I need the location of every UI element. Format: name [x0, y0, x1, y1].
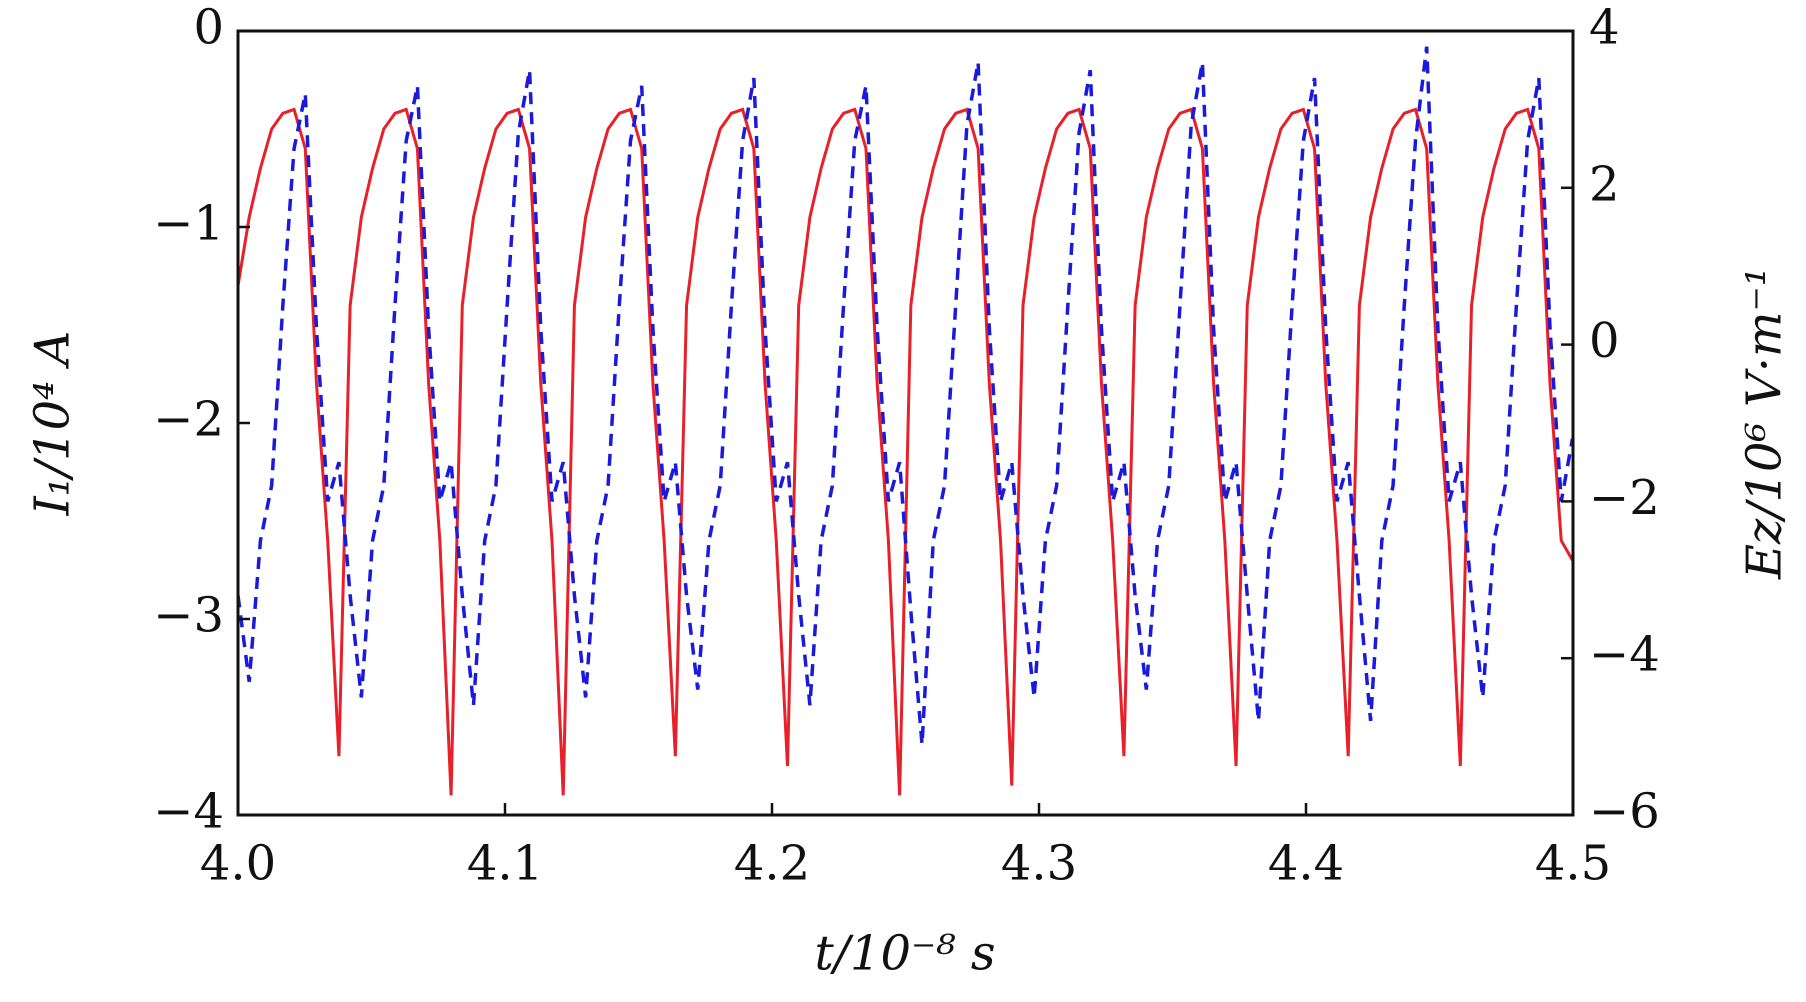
x-tick-label: 4.2	[734, 836, 810, 892]
y2-tick-label: 0	[1589, 313, 1620, 369]
y-tick-label: −2	[153, 392, 224, 448]
x-tick-label: 4.4	[1268, 836, 1344, 892]
y-tick-label: 0	[193, 0, 224, 56]
x-tick-label: 4.0	[200, 836, 276, 892]
y-axis-label: I₁/10⁴ A	[25, 331, 81, 517]
x-tick-label: 4.1	[467, 836, 543, 892]
y-tick-label: −4	[153, 784, 224, 840]
y2-axis-label: Ez/10⁶ V·m⁻¹	[1737, 267, 1793, 580]
data-line	[238, 46, 1573, 745]
y-tick-label: −1	[153, 196, 224, 252]
y2-tick-label: −6	[1589, 784, 1660, 840]
x-axis-label: t/10⁻⁸ s	[814, 926, 995, 982]
y2-tick-label: −2	[1589, 470, 1660, 526]
x-tick-label: 4.3	[1001, 836, 1077, 892]
y2-tick-label: 2	[1589, 156, 1620, 212]
y-tick-label: −3	[153, 588, 224, 644]
x-tick-label: 4.5	[1535, 836, 1611, 892]
data-line	[238, 107, 1573, 796]
y2-tick-label: −4	[1589, 627, 1660, 683]
y2-tick-label: 4	[1589, 0, 1620, 56]
